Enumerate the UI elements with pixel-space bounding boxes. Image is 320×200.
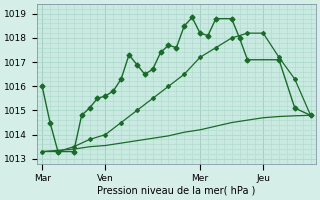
X-axis label: Pression niveau de la mer( hPa ): Pression niveau de la mer( hPa ) — [97, 186, 256, 196]
